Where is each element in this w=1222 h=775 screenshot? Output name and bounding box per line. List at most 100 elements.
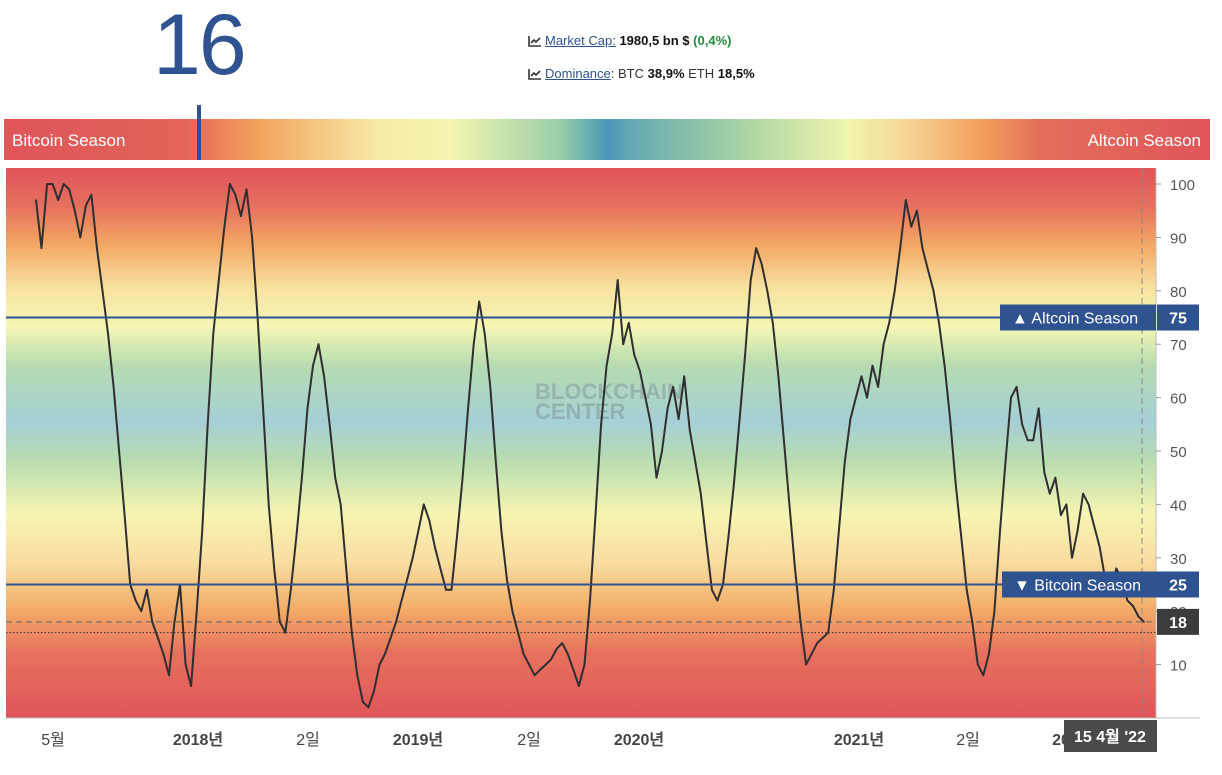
series-point (201, 530, 203, 532)
series-point (1132, 605, 1134, 607)
series-point (173, 621, 176, 623)
series-point (290, 589, 292, 591)
series-point (96, 247, 98, 249)
series-point (738, 418, 741, 420)
series-point (223, 225, 226, 228)
series-point (855, 396, 857, 399)
series-point (373, 690, 375, 693)
series-point (982, 674, 985, 677)
series-point (323, 375, 325, 378)
altcoin-season-threshold-value-bg (1157, 304, 1199, 331)
series-point (916, 209, 918, 212)
series-point (827, 631, 829, 634)
series-point (1015, 386, 1018, 388)
bitcoin-season-label: Bitcoin Season (12, 131, 126, 150)
series-point (905, 199, 907, 201)
series-point (51, 183, 54, 185)
series-point (655, 476, 658, 479)
series-point (633, 354, 636, 356)
series-point (605, 364, 608, 367)
market-cap-row: Market Cap: 1980,5 bn $ (0,4%) (528, 33, 731, 48)
series-point (400, 599, 403, 602)
series-point (478, 300, 481, 303)
series-point (628, 322, 630, 324)
series-point (495, 460, 497, 463)
series-point (910, 225, 913, 228)
series-point (345, 567, 348, 570)
series-point (1032, 439, 1034, 442)
series-point (927, 268, 929, 271)
series-point (849, 418, 852, 420)
current-date-badge (1064, 720, 1157, 752)
bitcoin-season-threshold-label-bg (1002, 571, 1158, 598)
series-point (893, 290, 896, 292)
series-point (1065, 503, 1068, 506)
series-point (760, 263, 763, 265)
series-point (1060, 514, 1062, 516)
series-point (744, 354, 746, 356)
y-tick-label: 40 (1170, 497, 1187, 514)
series-point (749, 279, 752, 281)
series-point (218, 279, 220, 281)
series-point (1137, 615, 1140, 618)
series-point (783, 439, 785, 442)
series-point (328, 423, 331, 426)
x-tick-label: 2일 (517, 731, 541, 749)
series-point (616, 279, 619, 281)
series-point (123, 514, 126, 516)
series-point (1054, 476, 1057, 479)
season-gradient-bar: Bitcoin Season Altcoin Season (4, 119, 1210, 160)
series-point (367, 706, 370, 709)
series-point (805, 663, 807, 666)
series-point (938, 322, 940, 324)
series-point (406, 578, 409, 580)
dominance-link[interactable]: Dominance (545, 66, 611, 81)
series-point (74, 209, 76, 212)
series-point (871, 364, 874, 367)
series-point (600, 423, 602, 426)
series-point (1037, 407, 1040, 410)
series-point (639, 370, 641, 372)
series-point (279, 621, 281, 623)
market-cap-link[interactable]: Market Cap: (545, 33, 616, 48)
series-point (46, 183, 48, 185)
series-point (965, 589, 968, 591)
series-point (206, 423, 209, 426)
x-tick-label: 2018년 (173, 730, 223, 749)
y-tick-label: 80 (1170, 284, 1187, 301)
current-value-label: 18 (1169, 615, 1187, 632)
series-point (583, 663, 586, 666)
series-point (395, 621, 397, 623)
series-point (483, 332, 486, 335)
series-point (772, 322, 774, 324)
altcoin-season-threshold-label-bg (1000, 304, 1156, 331)
series-point (844, 460, 846, 463)
series-point (960, 535, 962, 538)
series-point (146, 589, 148, 591)
series-point (1021, 423, 1023, 426)
series-point (977, 663, 979, 666)
series-point (788, 503, 791, 506)
season-marker (197, 105, 201, 160)
plot-background (6, 168, 1156, 718)
series-point (544, 663, 547, 666)
series-point (943, 364, 946, 367)
x-tick-label: 2일 (296, 731, 320, 749)
chart-trend-icon (528, 36, 541, 47)
series-point (417, 530, 420, 532)
series-point (1143, 621, 1145, 623)
series-point (184, 663, 187, 666)
series-point (1010, 396, 1012, 399)
series-point (1093, 525, 1095, 527)
series-point (810, 653, 813, 655)
series-point (229, 183, 231, 185)
series-point (384, 653, 386, 655)
series-point (190, 685, 192, 687)
series-point (351, 631, 353, 634)
series-point (245, 188, 248, 191)
series-point (445, 589, 447, 591)
series-point (755, 247, 757, 249)
series-point (1098, 546, 1101, 548)
series-point (517, 631, 519, 634)
